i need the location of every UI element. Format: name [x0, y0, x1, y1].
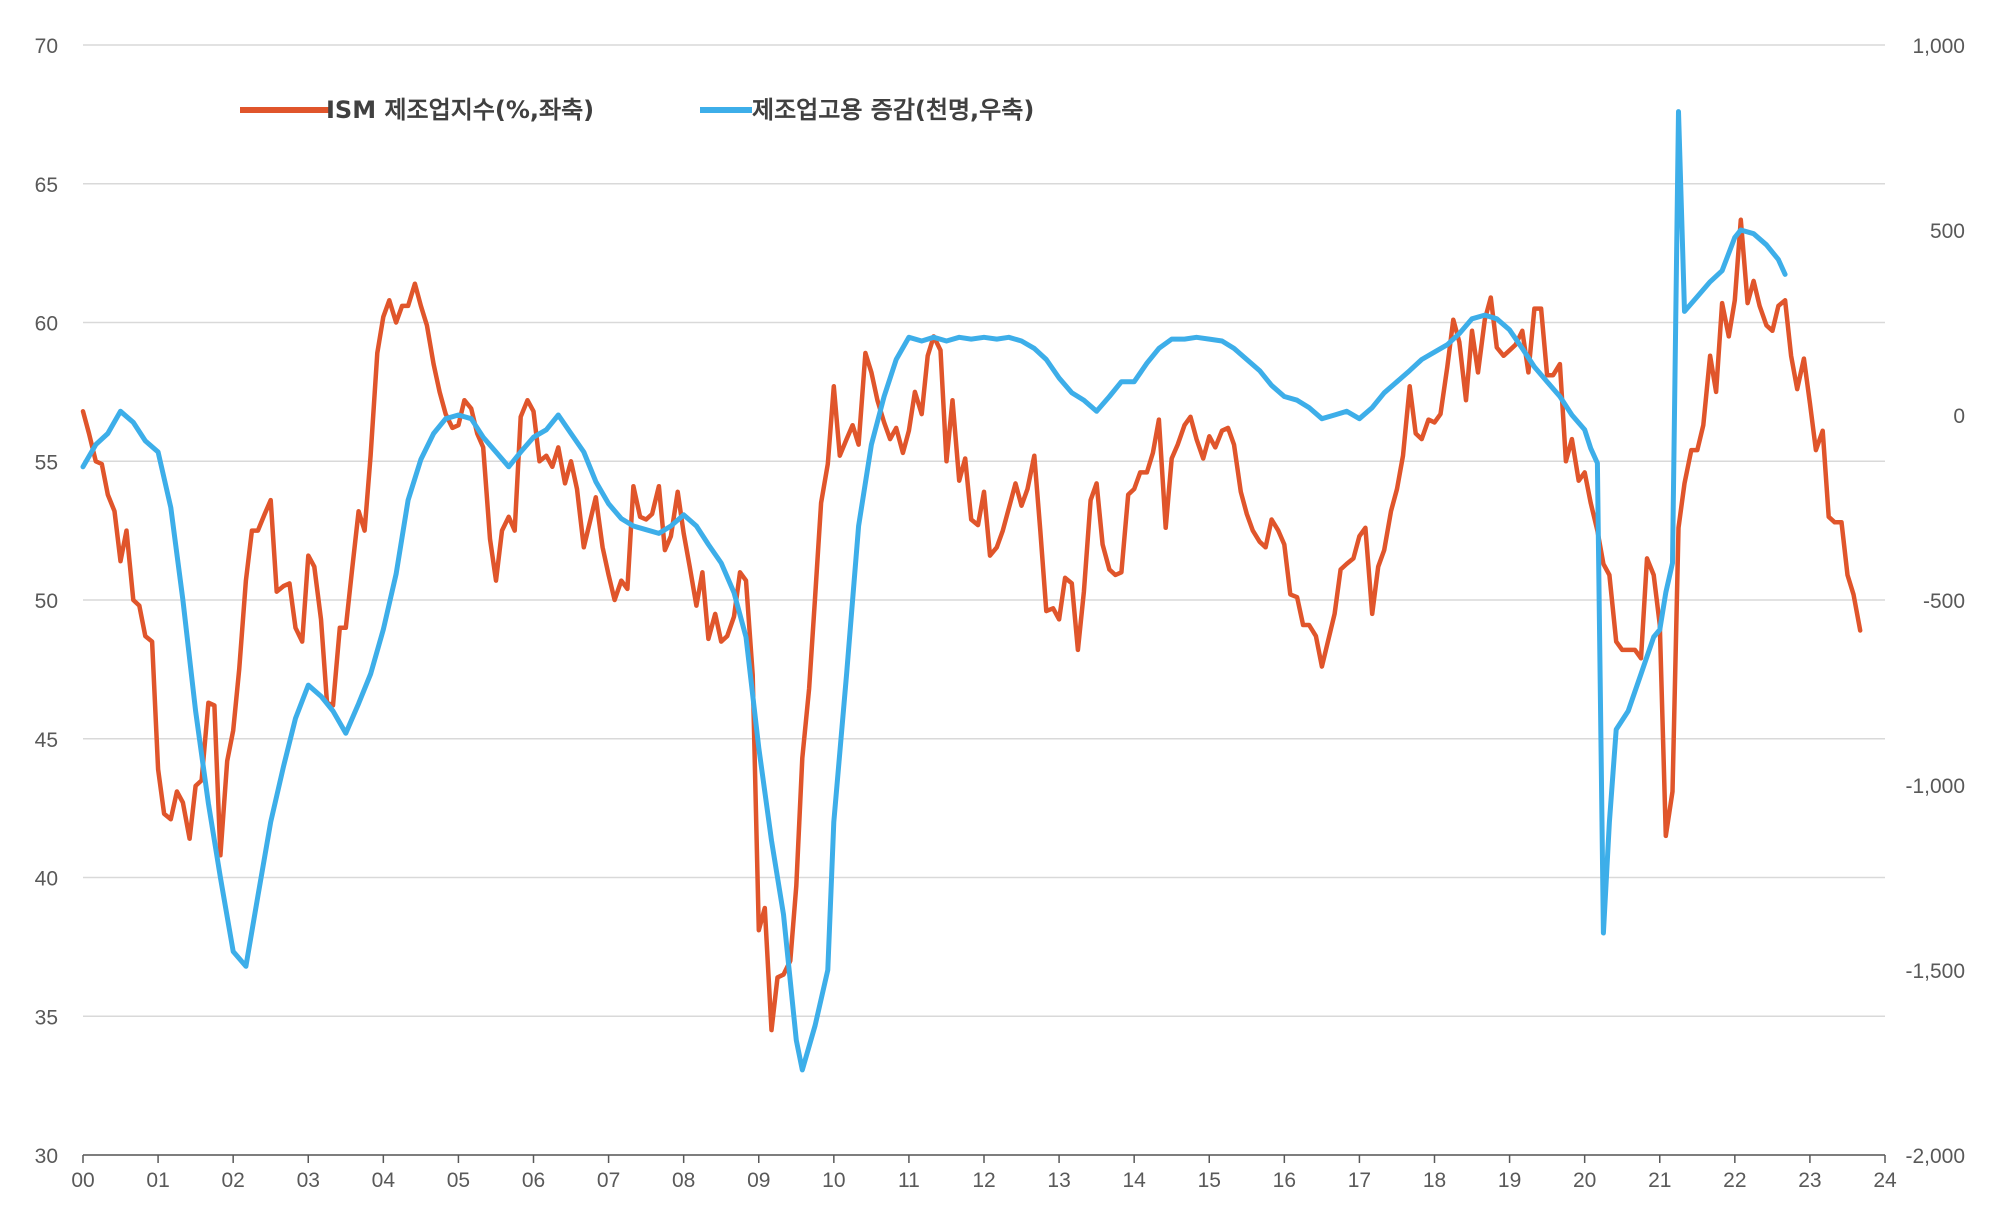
x-tick-label: 16: [1273, 1169, 1296, 1192]
left-tick-label: 30: [35, 1145, 58, 1168]
series-lines: [80, 109, 1863, 1073]
x-tick-label: 15: [1198, 1169, 1221, 1192]
legend-label-ism: ISM 제조업지수(%,좌축): [326, 96, 594, 124]
left-tick-label: 60: [35, 313, 58, 336]
x-tick-label: 05: [447, 1169, 470, 1192]
x-tick-label: 09: [747, 1169, 770, 1192]
x-tick-label: 20: [1573, 1169, 1596, 1192]
left-tick-label: 35: [35, 1006, 58, 1029]
right-tick-label: 500: [1930, 220, 1965, 243]
x-tick-label: 19: [1498, 1169, 1521, 1192]
x-tick-label: 04: [372, 1169, 396, 1192]
left-tick-label: 55: [35, 451, 58, 474]
left-tick-label: 50: [35, 590, 58, 613]
x-tick-label: 23: [1798, 1169, 1821, 1192]
x-tick-label: 17: [1348, 1169, 1371, 1192]
x-tick-label: 18: [1423, 1169, 1446, 1192]
ism-series-line: [80, 217, 1863, 1033]
x-tick-label: 07: [597, 1169, 620, 1192]
x-tick-label: 24: [1873, 1169, 1897, 1192]
x-tick-label: 08: [672, 1169, 695, 1192]
left-tick-label: 40: [35, 868, 58, 891]
right-tick-label: -2,000: [1905, 1145, 1965, 1168]
x-tick-label: 06: [522, 1169, 545, 1192]
legend-label-employment: 제조업고용 증감(천명,우축): [752, 96, 1034, 124]
x-tick-label: 14: [1122, 1169, 1146, 1192]
legend: ISM 제조업지수(%,좌축) 제조업고용 증감(천명,우축): [240, 96, 1034, 124]
x-axis: 00 01 02 03 04 05 06 07 08 09 10 11 12 13 14 15 16 17 18 19…: [71, 1154, 1897, 1192]
x-tick-label: 01: [146, 1169, 169, 1192]
x-tick-label: 00: [71, 1169, 94, 1192]
right-tick-label: -1,500: [1905, 960, 1965, 983]
right-tick-label: 1,000: [1912, 35, 1965, 58]
x-tick-label: 11: [898, 1169, 920, 1192]
x-tick-label: 21: [1648, 1169, 1671, 1192]
right-tick-label: -500: [1923, 590, 1965, 613]
x-tick-label: 22: [1723, 1169, 1746, 1192]
gridlines: [83, 44, 1885, 1156]
right-tick-label: -1,000: [1905, 775, 1965, 798]
employment-series-line: [80, 109, 1788, 1073]
x-tick-label: 10: [822, 1169, 845, 1192]
right-axis-ticks: -2,000 -1,500 -1,000 -500 0 500 1,000: [1905, 35, 1965, 1168]
x-tick-label: 02: [221, 1169, 244, 1192]
left-tick-label: 65: [35, 174, 58, 197]
x-tick-label: 12: [972, 1169, 995, 1192]
left-tick-label: 70: [35, 35, 58, 58]
left-axis-ticks: 30 35 40 45 50 55 60 65 70: [35, 35, 58, 1168]
x-tick-label: 13: [1047, 1169, 1070, 1192]
right-tick-label: 0: [1953, 405, 1965, 428]
left-tick-label: 45: [35, 729, 58, 752]
x-tick-label: 03: [297, 1169, 320, 1192]
